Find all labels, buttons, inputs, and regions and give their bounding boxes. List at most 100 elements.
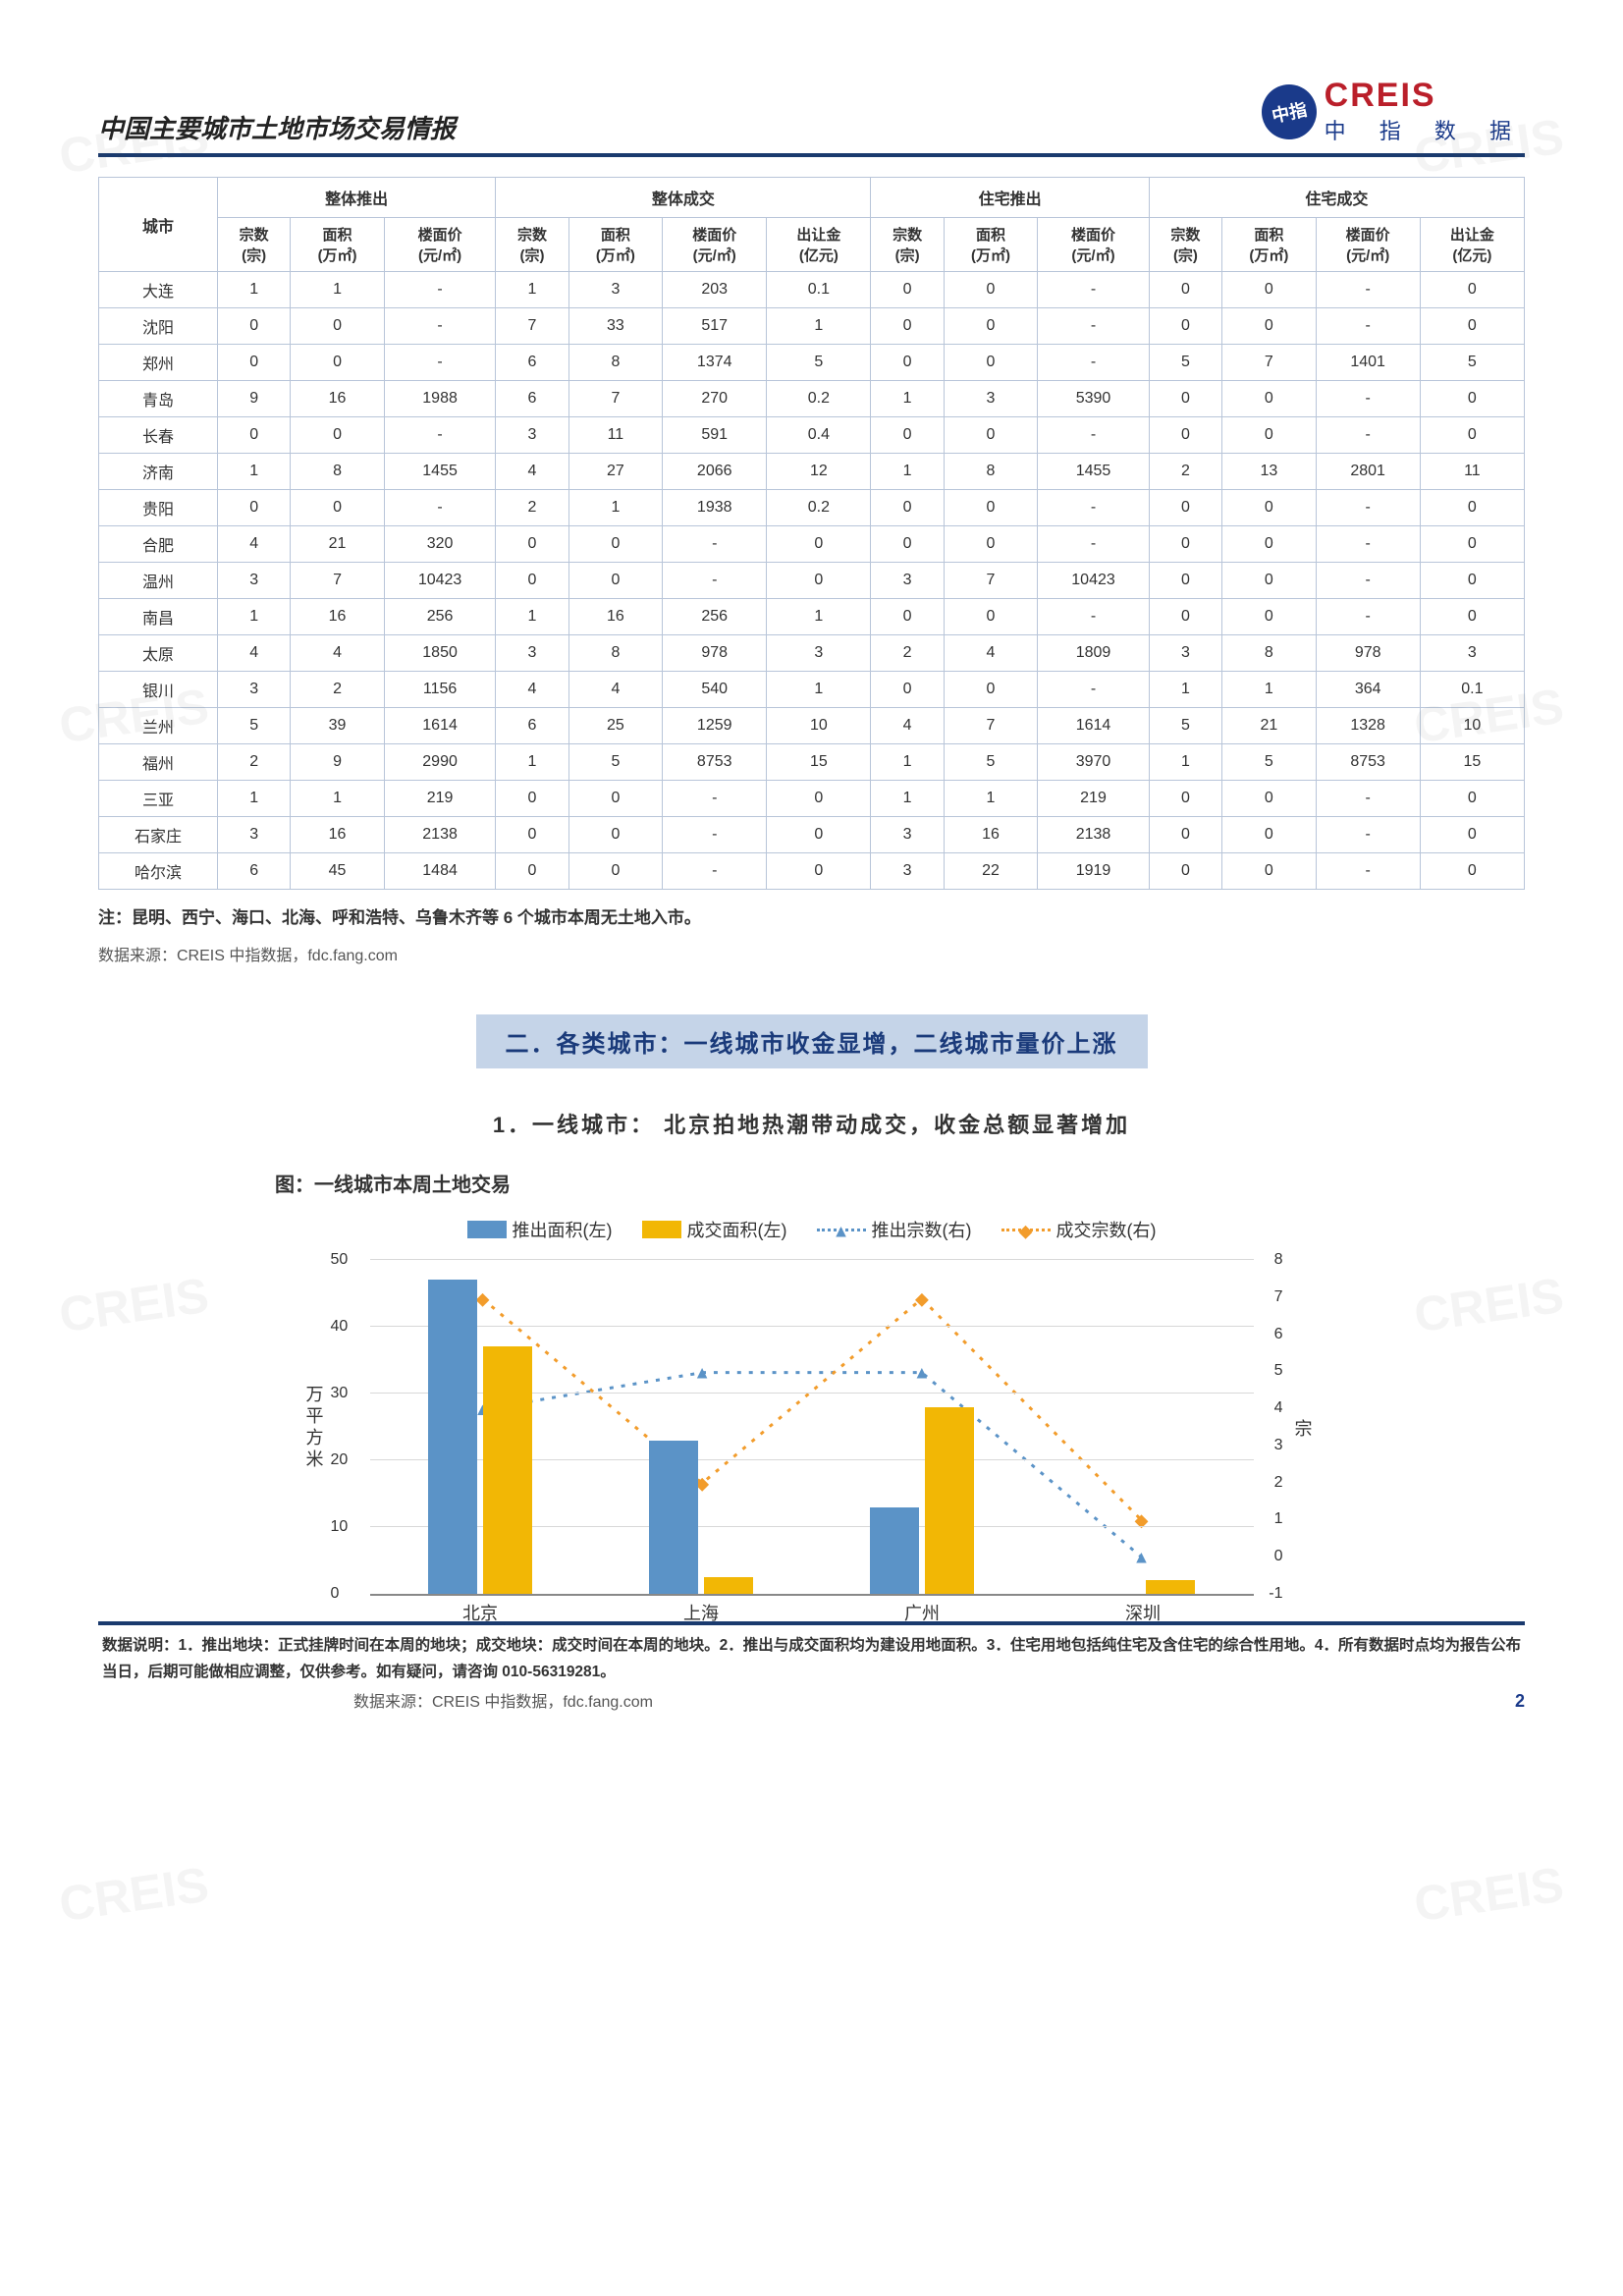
cell-value: 5 <box>767 345 871 381</box>
sub-col-header: 面积(万㎡) <box>568 218 663 272</box>
table-row: 兰州5391614625125910471614521132810 <box>99 708 1525 744</box>
cell-value: 33 <box>568 308 663 345</box>
cell-value: 10423 <box>1038 563 1150 599</box>
cell-value: 1850 <box>384 635 496 672</box>
legend-label: 成交宗数(右) <box>1056 1217 1157 1242</box>
cell-value: 0 <box>568 563 663 599</box>
logo-en: CREIS <box>1325 79 1525 112</box>
cell-value: 1259 <box>663 708 767 744</box>
cell-value: 0.2 <box>767 490 871 526</box>
table-row: 三亚1121900-01121900-0 <box>99 781 1525 817</box>
cell-value: 0 <box>1222 308 1317 345</box>
cell-value: 8753 <box>1316 744 1420 781</box>
cell-value: 978 <box>663 635 767 672</box>
cell-value: 1 <box>767 672 871 708</box>
cell-value: 1455 <box>1038 454 1150 490</box>
cell-value: 0 <box>1149 381 1221 417</box>
cell-value: 0 <box>291 308 385 345</box>
cell-value: 256 <box>384 599 496 635</box>
cell-value: 591 <box>663 417 767 454</box>
cell-value: 0 <box>1222 599 1317 635</box>
cell-value: 5 <box>1149 345 1221 381</box>
cell-value: 21 <box>291 526 385 563</box>
table-row: 太原441850389783241809389783 <box>99 635 1525 672</box>
cell-value: - <box>384 417 496 454</box>
cell-value: 8 <box>291 454 385 490</box>
legend-swatch-icon <box>467 1221 507 1238</box>
table-row: 长春00-3115910.400-00-0 <box>99 417 1525 454</box>
cell-value: - <box>663 781 767 817</box>
cell-value: 3 <box>218 817 291 853</box>
cell-value: 0 <box>291 490 385 526</box>
legend-bar2: 成交面积(左) <box>642 1217 787 1242</box>
cell-value: 7 <box>496 308 568 345</box>
bar-group <box>1074 1580 1212 1594</box>
cell-value: 5 <box>1222 744 1317 781</box>
cell-value: 1 <box>568 490 663 526</box>
cell-value: 256 <box>663 599 767 635</box>
bar-deal <box>1146 1580 1195 1594</box>
table-sub-header: 宗数(宗)面积(万㎡)楼面价(元/㎡)宗数(宗)面积(万㎡)楼面价(元/㎡)出让… <box>99 218 1525 272</box>
cell-value: 0 <box>767 817 871 853</box>
cell-value: 2990 <box>384 744 496 781</box>
cell-value: 0 <box>1149 781 1221 817</box>
cell-value: - <box>1038 417 1150 454</box>
cell-value: 540 <box>663 672 767 708</box>
cell-value: 0 <box>1420 781 1524 817</box>
table-row: 贵阳00-2119380.200-00-0 <box>99 490 1525 526</box>
group-4: 住宅成交 <box>1149 178 1524 218</box>
bar-deal <box>483 1346 532 1594</box>
cell-value: 3 <box>871 817 944 853</box>
cell-value: 0 <box>1222 853 1317 890</box>
cell-value: 4 <box>568 672 663 708</box>
cell-value: 7 <box>291 563 385 599</box>
cell-value: 0 <box>496 563 568 599</box>
cell-value: 15 <box>767 744 871 781</box>
cell-value: 0 <box>1420 490 1524 526</box>
cell-value: 1 <box>218 454 291 490</box>
y-tick-right: 3 <box>1274 1437 1283 1454</box>
cell-value: 1988 <box>384 381 496 417</box>
sub-col-header: 宗数(宗) <box>218 218 291 272</box>
cell-value: 10 <box>767 708 871 744</box>
group-3: 住宅推出 <box>871 178 1149 218</box>
cell-value: 0 <box>218 490 291 526</box>
cell-value: 8 <box>568 345 663 381</box>
cell-city: 石家庄 <box>99 817 218 853</box>
cell-value: 1614 <box>384 708 496 744</box>
cell-value: 0 <box>1420 817 1524 853</box>
cell-value: 3 <box>871 853 944 890</box>
land-data-table: 城市 整体推出 整体成交 住宅推出 住宅成交 宗数(宗)面积(万㎡)楼面价(元/… <box>98 177 1525 890</box>
cell-value: 0 <box>944 490 1038 526</box>
cell-value: 2 <box>218 744 291 781</box>
cell-value: 2 <box>291 672 385 708</box>
sub-col-header: 出让金(亿元) <box>767 218 871 272</box>
cell-value: 0.2 <box>767 381 871 417</box>
cell-value: 0 <box>767 853 871 890</box>
cell-value: 1 <box>767 308 871 345</box>
cell-city: 青岛 <box>99 381 218 417</box>
y-axis-left-label: 万平方米 <box>301 1385 327 1471</box>
sub-col-header: 楼面价(元/㎡) <box>1038 218 1150 272</box>
cell-value: 4 <box>496 454 568 490</box>
cell-city: 大连 <box>99 272 218 308</box>
cell-value: 27 <box>568 454 663 490</box>
cell-value: 1 <box>1222 672 1317 708</box>
cell-city: 济南 <box>99 454 218 490</box>
table-row: 济南181455427206612181455213280111 <box>99 454 1525 490</box>
cell-value: 0 <box>218 417 291 454</box>
cell-value: 4 <box>218 635 291 672</box>
cell-value: - <box>1316 599 1420 635</box>
cell-value: 8 <box>568 635 663 672</box>
cell-value: 16 <box>291 381 385 417</box>
y-tick-left: 50 <box>331 1251 349 1269</box>
chart-legend: 推出面积(左) 成交面积(左) ▲ 推出宗数(右) ◆ 成交宗数(右) <box>272 1217 1352 1242</box>
cell-value: 15 <box>1420 744 1524 781</box>
cell-value: 3 <box>496 635 568 672</box>
cell-value: - <box>1316 490 1420 526</box>
cell-value: 1 <box>871 381 944 417</box>
table-row: 南昌116256116256100-00-0 <box>99 599 1525 635</box>
cell-value: 0 <box>218 308 291 345</box>
cell-value: 3 <box>1149 635 1221 672</box>
legend-swatch-icon <box>642 1221 681 1238</box>
